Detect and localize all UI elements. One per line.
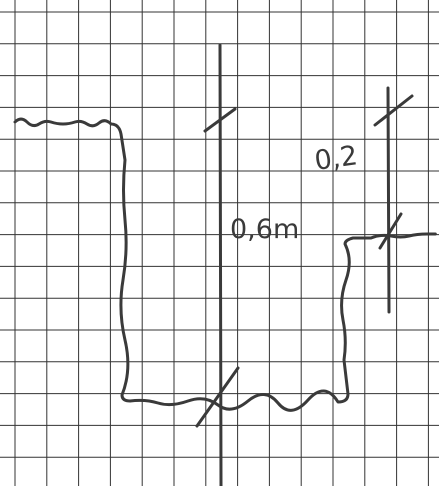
width-dimension-line [220,45,221,486]
sketch: 0,6m 0,2 [0,0,439,486]
height-dimension-line [388,88,389,312]
page: 0,6m 0,2 (() => { const data = JSON.pars… [0,0,439,486]
width-label: 0,6m [230,214,299,245]
height-label: 0,2 [313,140,360,177]
